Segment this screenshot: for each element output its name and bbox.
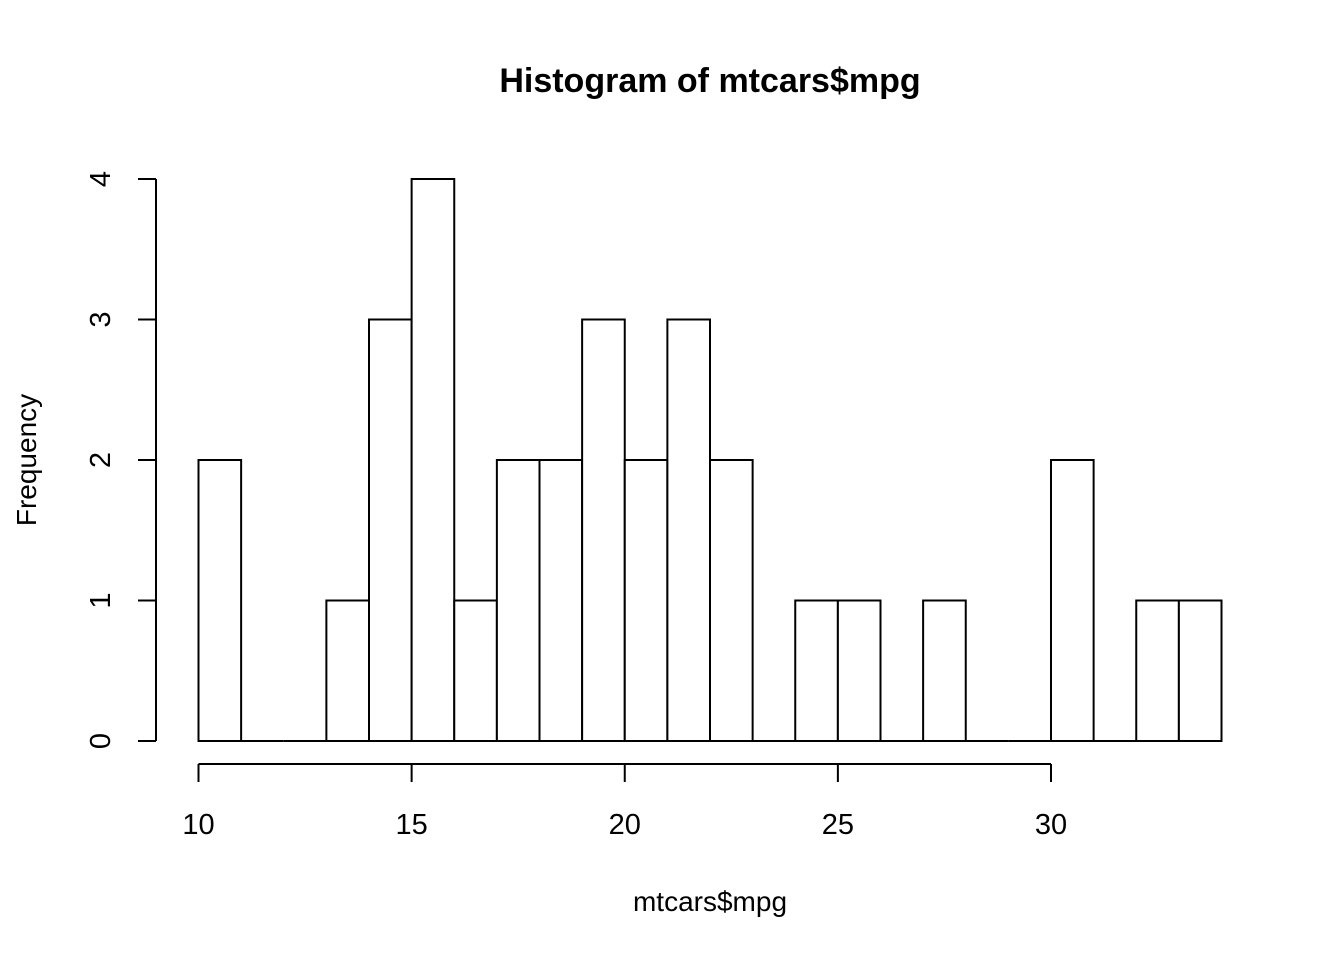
histogram-bar (922, 599, 967, 742)
x-tick-label: 10 (182, 809, 214, 841)
x-tick-label: 30 (1035, 809, 1067, 841)
histogram-bar (623, 459, 669, 742)
histogram-bar (410, 178, 456, 742)
histogram-bar (453, 599, 498, 742)
histogram-bar (538, 459, 584, 742)
histogram-bar (325, 599, 370, 742)
y-tick-label: 1 (85, 592, 117, 608)
chart-title: Histogram of mtcars$mpg (499, 62, 920, 100)
histogram-bar (495, 459, 541, 742)
histogram-bar (1050, 459, 1095, 742)
histogram-bar (1135, 599, 1180, 742)
x-axis: 10 15 20 25 30 (182, 763, 1067, 841)
histogram-bar (197, 459, 243, 742)
histogram-bar (836, 599, 882, 742)
x-axis-label: mtcars$mpg (633, 886, 787, 917)
x-tick-label: 15 (395, 809, 427, 841)
y-tick-label: 2 (85, 452, 117, 468)
x-tick-label: 20 (609, 809, 641, 841)
y-tick-label: 3 (85, 311, 117, 327)
histogram-bar (368, 318, 413, 742)
y-axis: 0 1 2 3 4 (85, 171, 157, 749)
x-tick-label: 25 (822, 809, 854, 841)
histogram-bar (1177, 599, 1223, 742)
histogram-bar (581, 318, 626, 742)
histogram-bar (666, 318, 711, 742)
histogram-bar (709, 459, 754, 742)
y-tick-label: 0 (85, 733, 117, 749)
bars-group (197, 178, 1223, 742)
y-tick-label: 4 (85, 171, 117, 187)
y-axis-label: Frequency (11, 394, 42, 526)
histogram-bar (794, 599, 839, 742)
